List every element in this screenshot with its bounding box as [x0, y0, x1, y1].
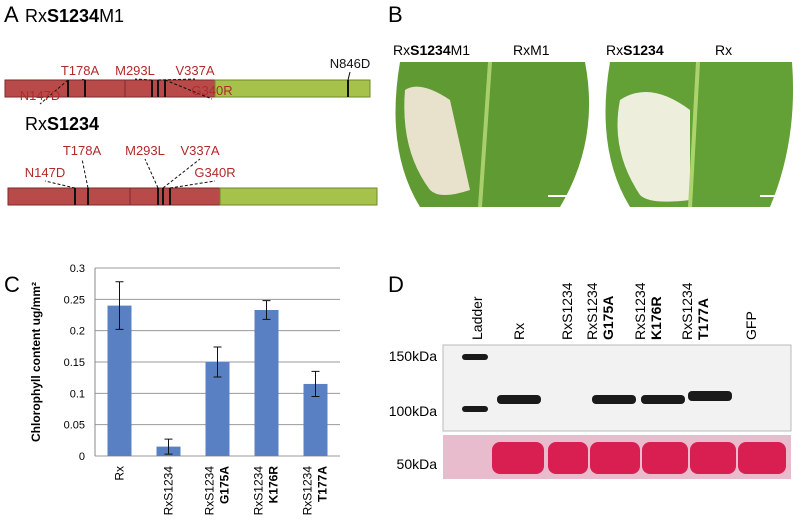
panel-letter: A	[4, 2, 19, 27]
panel-letter: D	[388, 272, 404, 297]
leader-line	[347, 71, 351, 81]
mutation-label: N147D	[25, 165, 65, 180]
x-tick-label: RxS1234	[162, 466, 176, 516]
lane-label: T177A	[695, 298, 711, 340]
lane-label: RxS1234	[679, 282, 695, 340]
bar	[107, 305, 132, 456]
mutation-label: N846D	[330, 56, 370, 71]
panel-letter: C	[4, 272, 20, 297]
mutation-label: V337A	[180, 143, 219, 158]
bar	[205, 362, 230, 456]
leaf-image	[390, 61, 590, 208]
y-tick-label: 0.05	[64, 420, 85, 432]
mutation-label: G340R	[194, 165, 235, 180]
domain-bar	[219, 187, 378, 206]
label: Rx	[715, 42, 732, 58]
label-part: S1234	[410, 42, 451, 58]
label-part: Rx	[606, 42, 623, 58]
label: RxS1234M1	[25, 6, 124, 26]
label-part: S1234	[47, 114, 99, 134]
panel-letter: B	[388, 2, 403, 27]
mutation-label: V337A	[175, 63, 214, 78]
y-tick-label: 0.1	[70, 388, 85, 400]
error-bar	[213, 346, 222, 378]
y-axis-label: Chlorophyll content ug/mm²	[29, 282, 43, 442]
domain-bar	[7, 187, 221, 206]
mutation-label: M293L	[115, 63, 155, 78]
leader-line	[162, 158, 201, 189]
label-part: Rx	[715, 42, 732, 58]
size-marker: 100kDa	[389, 403, 437, 419]
lane-label: G175A	[600, 296, 616, 340]
y-tick-label: 0	[79, 451, 85, 463]
lane-label: Ladder	[469, 296, 485, 340]
label-part: M1	[99, 6, 124, 26]
x-tick-label: RxS1234T177A	[301, 466, 330, 516]
leader-line	[79, 78, 86, 81]
mutation-label: G340R	[191, 83, 232, 98]
x-tick-label: RxS1234K176R	[252, 466, 281, 516]
error-bar	[115, 281, 124, 330]
leader-line	[157, 78, 196, 81]
label-part: S1234	[623, 42, 664, 58]
lane-label: RxS1234	[559, 282, 575, 340]
mutation-label: T178A	[61, 63, 100, 78]
leaf-image	[600, 61, 795, 208]
leader-line	[164, 79, 213, 100]
label: RxS1234	[606, 42, 664, 58]
y-tick-label: 0.3	[70, 263, 85, 275]
mutation-label: M293L	[125, 143, 165, 158]
label-part: Rx	[393, 42, 410, 58]
lane-label: RxS1234	[632, 282, 648, 340]
x-tick-label: RxS1234G175A	[203, 466, 232, 516]
leader-line	[169, 180, 216, 189]
lane-label: K176R	[648, 296, 664, 340]
ponceau-bands	[492, 442, 786, 474]
error-bar	[164, 438, 173, 455]
leader-line	[39, 79, 69, 105]
x-tick-label: Rx	[113, 466, 127, 481]
size-marker: 50kDa	[397, 456, 438, 472]
mutation-label: T178A	[63, 143, 102, 158]
label-part: S1234	[47, 6, 99, 26]
size-marker: 150kDa	[389, 348, 437, 364]
label-part: Rx	[25, 6, 47, 26]
blot-bands	[462, 354, 732, 412]
lane-label: RxS1234	[584, 282, 600, 340]
mutation-label: N147D	[20, 88, 60, 103]
label-part: Rx	[25, 114, 47, 134]
label-part: RxM1	[513, 42, 550, 58]
leader-line	[44, 180, 76, 189]
label: RxS1234M1	[393, 42, 470, 58]
bar	[254, 309, 279, 456]
leader-line	[134, 78, 153, 81]
label-part: M1	[451, 42, 471, 58]
label: RxS1234	[25, 114, 99, 134]
leader-line	[144, 158, 159, 189]
y-tick-label: 0.2	[70, 326, 85, 338]
y-tick-label: 0.25	[64, 294, 85, 306]
label: RxM1	[513, 42, 550, 58]
y-tick-label: 0.15	[64, 357, 85, 369]
error-bar	[262, 300, 271, 320]
error-bar	[311, 370, 320, 397]
lane-label: Rx	[511, 323, 527, 340]
domain-bar	[214, 79, 371, 98]
leader-line	[81, 158, 89, 189]
western-blot	[442, 344, 792, 432]
lane-label: GFP	[743, 311, 759, 340]
